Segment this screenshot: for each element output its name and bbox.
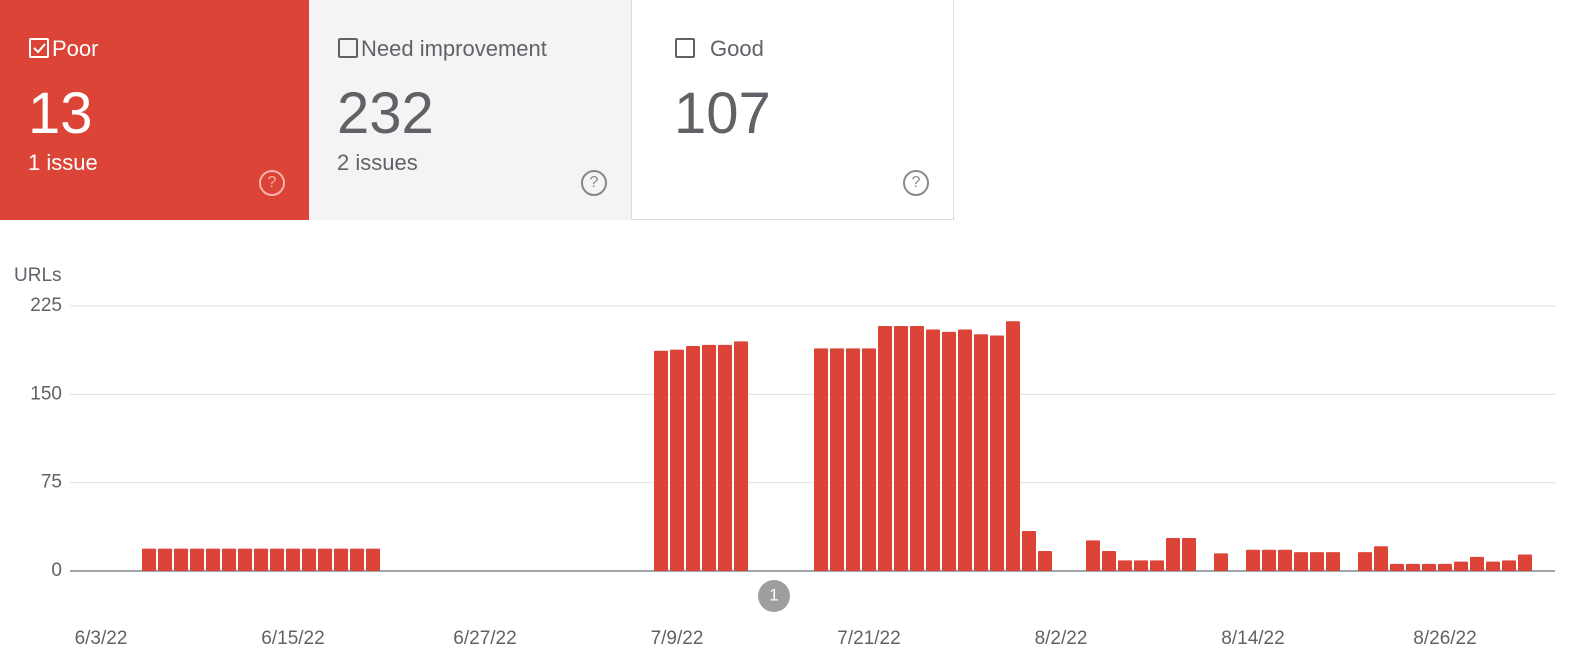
bar: [830, 348, 844, 571]
x-tick-label: 7/9/22: [651, 628, 704, 649]
bar: [1278, 549, 1292, 571]
bar: [718, 344, 732, 571]
bar: [1150, 560, 1164, 571]
y-tick-label: 225: [30, 295, 62, 316]
check: [33, 43, 46, 54]
bar: [1038, 550, 1052, 571]
bar: [1374, 546, 1388, 571]
bar: [670, 349, 684, 571]
bar: [926, 329, 940, 571]
y-tick-label: 75: [41, 472, 62, 493]
chart: URLs 1 0 75 150 225 6/3/22 6/15/22 6/27/22 7/9/…: [14, 265, 1555, 649]
bar: [814, 348, 828, 571]
bar: [734, 341, 748, 571]
card-good[interactable]: Good 107 ?: [631, 0, 954, 220]
bar: [654, 350, 668, 571]
bar: [174, 548, 188, 571]
bar: [1118, 560, 1132, 571]
bar: [1358, 552, 1372, 571]
card-label: Need improvement: [361, 36, 547, 61]
bar: [270, 548, 284, 571]
card-value: 107: [674, 81, 771, 146]
y-tick-label: 150: [30, 383, 62, 404]
card-need-improvement[interactable]: Need improvement 232 2 issues ?: [309, 0, 631, 220]
x-tick-label: 6/15/22: [261, 628, 324, 649]
bar: [1502, 560, 1516, 571]
x-tick-label: 7/21/22: [837, 628, 900, 649]
checkbox[interactable]: [29, 38, 49, 58]
checkbox[interactable]: [675, 38, 695, 58]
card-value: 13: [28, 81, 93, 146]
bar: [862, 348, 876, 571]
y-tick-label: 0: [51, 560, 62, 581]
bar: [1438, 563, 1452, 571]
card-label: Poor: [52, 36, 99, 61]
bar: [1006, 321, 1020, 571]
bar: [894, 326, 908, 571]
bar: [366, 548, 380, 571]
bar: [1022, 530, 1036, 571]
bar: [1406, 563, 1420, 571]
bar: [1294, 552, 1308, 571]
bar: [686, 346, 700, 571]
bar: [1422, 563, 1436, 571]
bar: [702, 344, 716, 571]
bar: [1454, 561, 1468, 571]
bar: [942, 331, 956, 571]
bar: [1470, 556, 1484, 571]
bar: [1102, 550, 1116, 571]
bar: [1310, 552, 1324, 571]
bar: [350, 548, 364, 571]
x-tick-label: 8/26/22: [1413, 628, 1476, 649]
x-tick-label: 8/14/22: [1221, 628, 1284, 649]
bar: [878, 326, 892, 571]
help-icon[interactable]: ?: [581, 170, 607, 196]
bar: [1326, 552, 1340, 571]
bar: [254, 548, 268, 571]
bar: [222, 548, 236, 571]
help-icon[interactable]: ?: [903, 170, 929, 196]
bar: [1390, 563, 1404, 571]
bar: [1086, 540, 1100, 571]
bar: [1262, 549, 1276, 571]
bar: [1166, 538, 1180, 571]
bar: [286, 548, 300, 571]
bar: [1486, 561, 1500, 571]
x-tick-label: 6/3/22: [75, 628, 128, 649]
annotation-marker[interactable]: [758, 580, 790, 612]
x-tick-label: 8/2/22: [1035, 628, 1088, 649]
bar: [974, 334, 988, 571]
bar: [302, 548, 316, 571]
bar: [1246, 549, 1260, 571]
bar: [1182, 538, 1196, 571]
bar: [1214, 553, 1228, 571]
bar: [190, 548, 204, 571]
card-poor[interactable]: Poor 13 1 issue ?: [0, 0, 309, 220]
bar: [846, 348, 860, 571]
annotation-label: 1: [769, 585, 778, 604]
card-value: 232: [337, 81, 434, 146]
bar: [990, 335, 1004, 571]
card-issues: 2 issues: [337, 150, 418, 175]
bar: [318, 548, 332, 571]
bar: [142, 548, 156, 571]
card-issues: 1 issue: [28, 150, 98, 175]
bar: [1134, 560, 1148, 571]
bar: [910, 326, 924, 571]
checkbox[interactable]: [338, 38, 358, 58]
y-axis-label: URLs: [14, 265, 62, 286]
bar: [238, 548, 252, 571]
bar: [206, 548, 220, 571]
card-label: Good: [710, 36, 764, 61]
bar: [334, 548, 348, 571]
bar: [158, 548, 172, 571]
bar: [1518, 554, 1532, 571]
x-tick-label: 6/27/22: [453, 628, 516, 649]
bar: [958, 329, 972, 571]
help-icon[interactable]: ?: [259, 170, 285, 196]
